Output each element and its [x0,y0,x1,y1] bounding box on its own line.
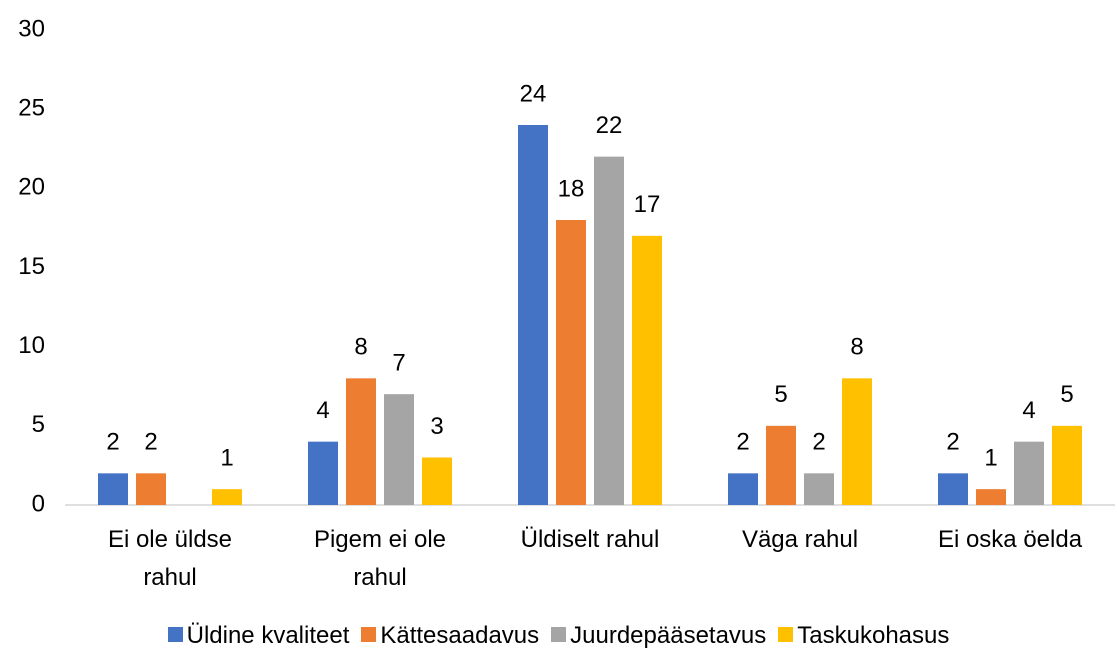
legend-swatch [778,627,794,642]
bar [556,220,586,505]
data-label: 2 [812,429,825,456]
data-label: 5 [774,381,787,408]
bar [728,473,758,505]
x-tick-label: Ei oska öelda [937,526,1083,553]
y-tick-label: 10 [18,332,45,359]
bar [632,235,662,506]
x-tick-label: Üldiselt rahul [520,526,660,553]
bar [346,378,376,505]
data-label: 3 [430,413,443,440]
legend-item: Juurdepääsetavus [551,622,766,650]
data-label: 5 [1060,381,1073,408]
bar [384,394,414,505]
bar [98,473,128,505]
bar [136,473,166,505]
data-label: 2 [946,429,959,456]
bar [518,125,548,505]
y-tick-label: 30 [18,15,45,42]
legend-label: Üldine kvaliteet [186,622,350,649]
bar [804,473,834,505]
y-tick-label: 5 [32,411,45,438]
bar [766,425,796,505]
data-label: 8 [354,334,367,361]
legend-item: Kättesaadavus [361,622,539,650]
bar [308,441,338,505]
y-tick-label: 0 [32,490,45,517]
data-label: 1 [220,445,233,472]
bar [1014,441,1044,505]
data-label: 17 [634,191,661,218]
legend-label: Taskukohasus [797,622,950,649]
x-tick-label: Ei ole üldse rahul [107,526,233,591]
bar [212,489,242,505]
data-label: 18 [558,175,585,202]
bar [422,457,452,505]
data-label: 24 [520,80,547,107]
legend-item: Taskukohasus [778,622,949,650]
bar [842,378,872,505]
legend-swatch [551,627,567,642]
y-tick-label: 15 [18,253,45,280]
bar [594,156,624,505]
x-tick-label: Väga rahul [741,526,859,553]
bar [938,473,968,505]
legend-swatch [361,627,377,642]
data-label: 2 [736,429,749,456]
y-tick-label: 20 [18,174,45,201]
data-label: 2 [144,429,157,456]
data-label: 2 [106,429,119,456]
legend-label: Kättesaadavus [380,622,540,649]
bar [1052,425,1082,505]
legend-label: Juurdepääsetavus [570,622,767,649]
legend-swatch [167,627,183,642]
x-tick-label: Pigem ei ole rahul [313,526,447,591]
data-label: 1 [984,445,997,472]
data-label: 4 [316,397,329,424]
data-label: 22 [596,112,623,139]
legend: Üldine kvaliteet Kättesaadavus Juurdepääse… [0,622,1117,650]
data-label: 8 [850,334,863,361]
legend-item: Üldine kvaliteet [167,622,350,650]
data-label: 7 [392,350,405,377]
y-tick-label: 25 [18,95,45,122]
data-label: 4 [1022,397,1035,424]
bar [976,489,1006,505]
